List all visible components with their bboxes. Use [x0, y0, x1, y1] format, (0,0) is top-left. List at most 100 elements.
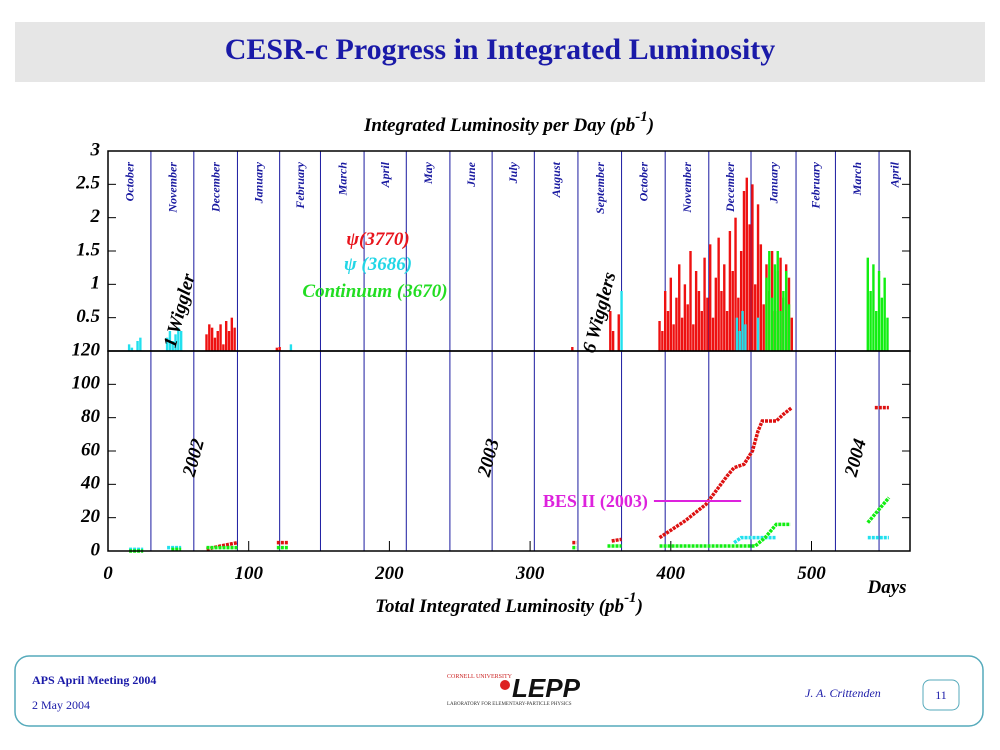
month-label: August [549, 161, 563, 198]
cumulative-line [866, 496, 891, 524]
year-label: 2003 [474, 437, 504, 480]
cumulative-line [733, 535, 777, 545]
y-tick-label: 0 [91, 539, 101, 560]
cumulative-line [659, 522, 791, 548]
logo-mark [500, 680, 510, 690]
bar [210, 327, 214, 351]
logo-sub: LABORATORY FOR ELEMENTARY-PARTICLE PHYSI… [447, 702, 572, 707]
bar [762, 304, 765, 351]
bar [139, 337, 142, 351]
bar [694, 271, 698, 351]
bar [866, 257, 869, 351]
header-bar [15, 22, 985, 82]
bar [680, 317, 684, 351]
logo: LEPP [512, 673, 581, 703]
bar [179, 331, 183, 351]
bar [224, 321, 228, 351]
x-tick-label: 0 [103, 563, 113, 584]
bar [571, 347, 574, 351]
bar [675, 297, 678, 351]
y-tick-label: 60 [81, 439, 101, 460]
y-tick-label: 40 [80, 473, 101, 494]
bar [213, 337, 217, 351]
cumulative-line [611, 537, 622, 543]
bar [784, 271, 788, 351]
x-tick-label: 200 [374, 563, 404, 584]
month-label: September [593, 162, 607, 214]
x-axis-label-sup: -1 [624, 590, 637, 606]
panel-title-sup: -1 [635, 109, 648, 125]
page-number: 11 [935, 688, 947, 702]
y-tick-label: 100 [72, 373, 101, 394]
annotation: ψ(3770) [346, 229, 409, 250]
bar [689, 251, 692, 351]
bar [741, 311, 744, 351]
month-label: July [506, 161, 520, 184]
bar [751, 184, 754, 351]
month-label: November [165, 162, 179, 214]
bar [127, 344, 131, 351]
logo-top: CORNELL UNIVERSITY [447, 674, 513, 680]
y-tick-label: 120 [72, 339, 101, 360]
month-label: March [335, 162, 349, 197]
bar [666, 311, 670, 351]
bar [790, 317, 794, 351]
month-label: June [464, 161, 478, 187]
bar [714, 277, 718, 351]
bar [735, 317, 739, 351]
bar [686, 304, 689, 351]
bar [661, 331, 664, 351]
bar [776, 251, 779, 351]
bar [744, 324, 747, 351]
bar [703, 257, 706, 351]
bar [738, 331, 741, 351]
month-label: April [888, 161, 902, 188]
bar [227, 331, 231, 351]
bar [208, 324, 211, 351]
bar [779, 257, 782, 351]
bar [230, 317, 234, 351]
bar [869, 291, 872, 351]
y-tick-label: 2 [90, 206, 101, 227]
bar [880, 297, 884, 351]
y-tick-label: 20 [80, 506, 101, 527]
bar [756, 204, 760, 351]
bar [886, 317, 889, 351]
month-label: October [122, 162, 136, 202]
bar [756, 317, 760, 351]
month-label: February [293, 161, 307, 209]
bar [737, 297, 740, 351]
bar [692, 324, 695, 351]
footer-meeting: APS April Meeting 2004 [32, 673, 156, 687]
panel-title-main: Integrated Luminosity per Day (pb [363, 115, 635, 136]
year-label: 2002 [179, 436, 210, 480]
bar [609, 311, 612, 351]
month-label: January [767, 161, 781, 204]
month-label: February [809, 161, 823, 209]
bar [725, 311, 729, 351]
month-label: October [636, 162, 650, 202]
y-tick-label: 2.5 [75, 173, 100, 194]
footer-box [14, 655, 984, 727]
bar [745, 177, 748, 351]
y-tick-label: 1 [91, 273, 101, 294]
bar [731, 271, 734, 351]
bar [620, 291, 623, 351]
bar [779, 311, 782, 351]
bar [872, 264, 875, 351]
month-label: April [378, 161, 392, 188]
bar [174, 334, 177, 351]
bar [278, 347, 281, 351]
bar [877, 271, 881, 351]
bar [275, 347, 279, 351]
bar [875, 311, 878, 351]
x-unit: Days [866, 577, 906, 598]
footer-author: J. A. Crittenden [805, 686, 881, 700]
y-tick-label: 0.5 [76, 306, 100, 327]
x-tick-label: 400 [656, 563, 686, 584]
bar [759, 244, 763, 351]
bar [222, 344, 225, 351]
bar [611, 331, 615, 351]
bar [700, 311, 703, 351]
